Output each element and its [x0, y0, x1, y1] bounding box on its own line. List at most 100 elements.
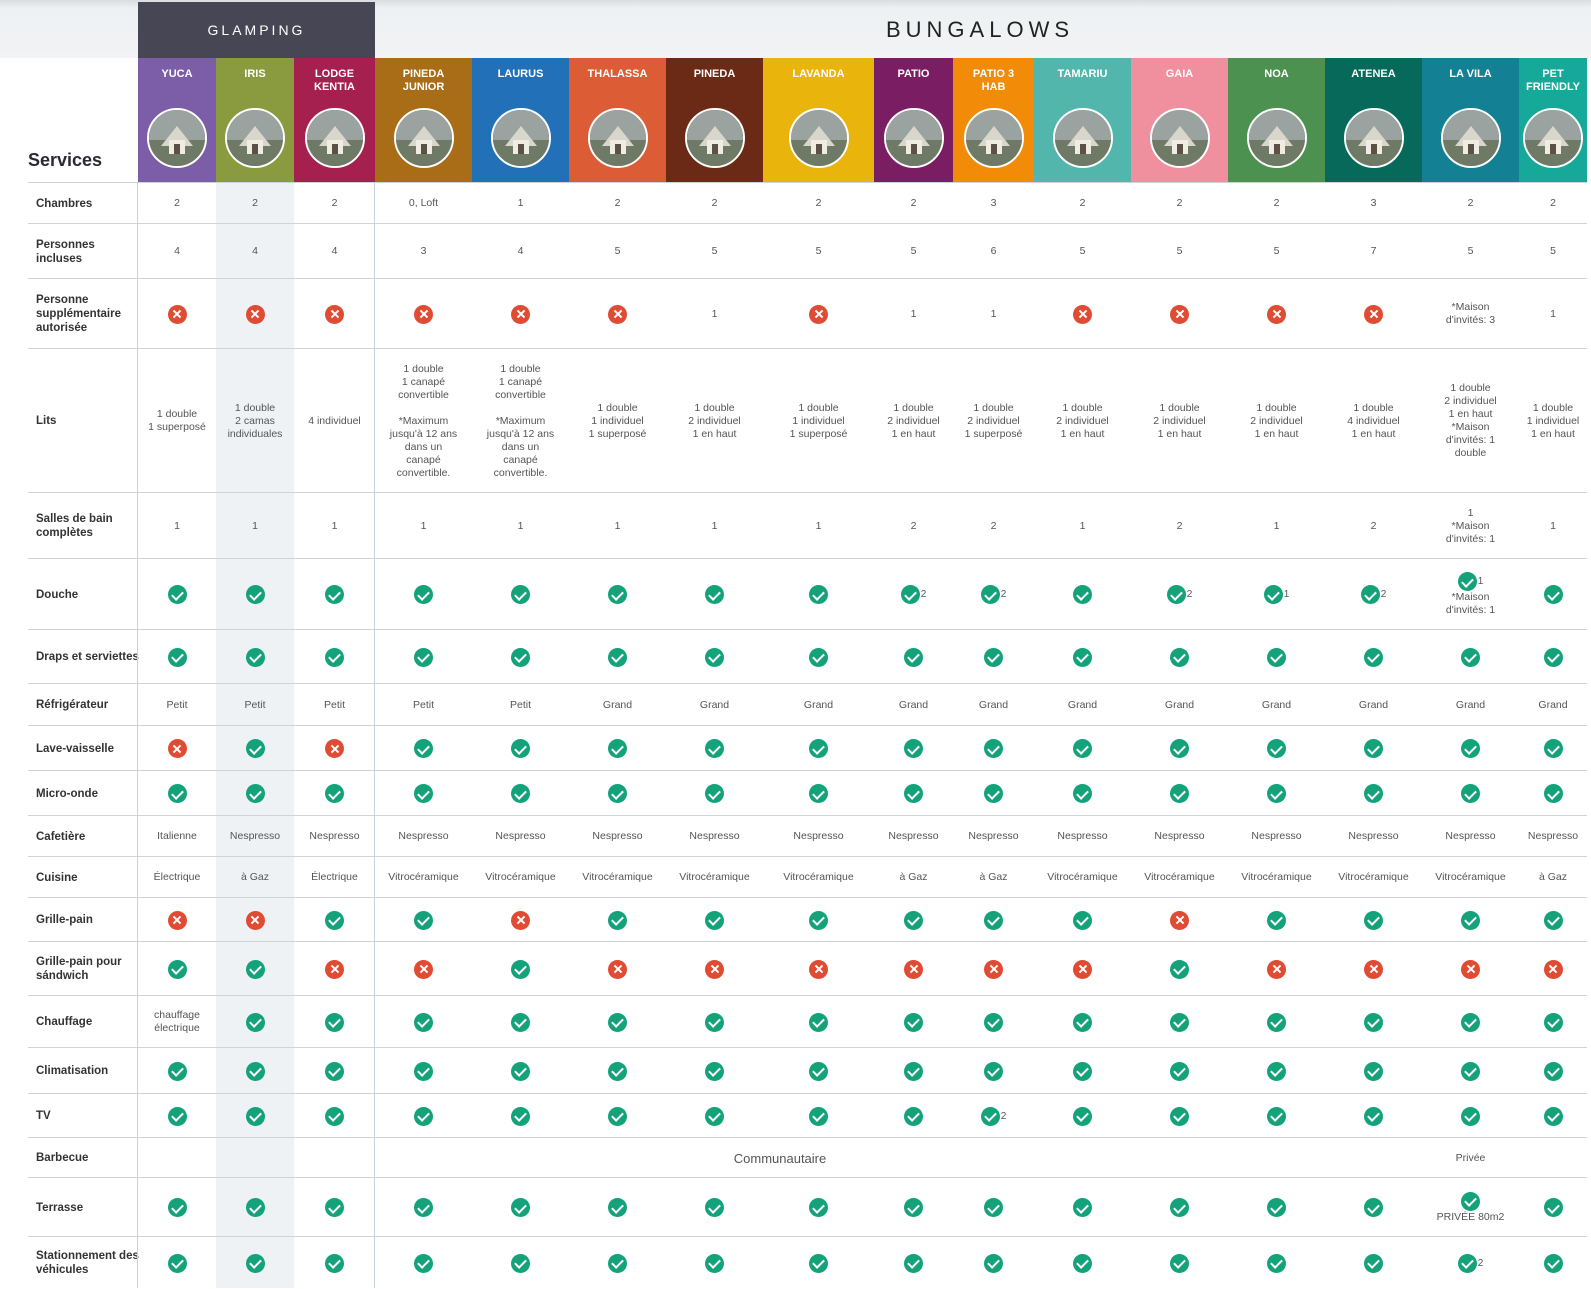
accommodation-photo[interactable] [225, 108, 285, 168]
column-header-4[interactable]: LAURUS [472, 58, 569, 182]
table-cell [1228, 1094, 1325, 1138]
column-header-12[interactable]: NOA [1228, 58, 1325, 182]
column-header-15[interactable]: PET FRIENDLY [1519, 58, 1587, 182]
table-cell [1034, 630, 1131, 684]
accommodation-photo[interactable] [963, 108, 1024, 168]
column-header-5[interactable]: THALASSA [569, 58, 666, 182]
check-icon [325, 1253, 344, 1273]
table-cell [294, 1237, 375, 1289]
table-cell [666, 1178, 763, 1237]
accommodation-photo[interactable] [393, 108, 454, 168]
table-cell: 2 [953, 559, 1034, 630]
table-cell [216, 771, 294, 816]
column-header-8[interactable]: PATIO [874, 58, 953, 182]
barbecue-private-value: Privée [1455, 1151, 1486, 1164]
count-label: 2 [1477, 1257, 1484, 1269]
column-header-10[interactable]: TAMARIU [1034, 58, 1131, 182]
check-icon [1364, 1106, 1383, 1126]
table-cell [138, 726, 216, 771]
table-cell [294, 1094, 375, 1138]
table-cell [1131, 1048, 1228, 1094]
check-icon [705, 1061, 724, 1081]
table-cell [569, 898, 666, 942]
column-divider [137, 182, 138, 1288]
table-cell: *Maison d'invités: 3 [1445, 301, 1496, 326]
table-cell [763, 942, 874, 996]
table-cell: 5 [1176, 245, 1183, 257]
accommodation-photo[interactable] [1052, 108, 1113, 168]
table-cell: 5 [815, 245, 822, 257]
column-header-6[interactable]: PINEDA [666, 58, 763, 182]
table-cell: 6 [990, 245, 997, 257]
row-label: Draps et serviettes [36, 651, 139, 663]
check-icon [904, 1012, 923, 1032]
column-header-2[interactable]: LODGE KENTIA [294, 58, 375, 182]
accommodation-photo[interactable] [684, 108, 745, 168]
table-cell [1131, 771, 1228, 816]
cross-icon [325, 959, 344, 979]
accommodation-photo[interactable] [147, 108, 207, 168]
check-icon [325, 585, 344, 604]
accommodation-photo[interactable] [1440, 108, 1501, 168]
column-header-11[interactable]: GAIA [1131, 58, 1228, 182]
table-cell [569, 726, 666, 771]
table-cell [1228, 942, 1325, 996]
column-header-9[interactable]: PATIO 3 HAB [953, 58, 1034, 182]
accommodation-photo[interactable] [1246, 108, 1307, 168]
accommodation-photo[interactable] [587, 108, 648, 168]
table-cell [953, 771, 1034, 816]
table-cell [666, 771, 763, 816]
table-cell [953, 726, 1034, 771]
check-icon [1267, 739, 1286, 758]
column-name: LA VILA [1449, 68, 1492, 80]
table-cell [138, 279, 216, 349]
check-icon [1073, 1198, 1092, 1217]
check-icon [608, 1061, 627, 1081]
column-header-14[interactable]: LA VILA [1422, 58, 1519, 182]
table-cell: 3 [420, 245, 427, 257]
table-cell [953, 898, 1034, 942]
table-cell [763, 1048, 874, 1094]
accommodation-photo[interactable] [1343, 108, 1404, 168]
check-icon [1073, 739, 1092, 758]
table-cell [1228, 1048, 1325, 1094]
row-label: Micro-onde [36, 787, 98, 800]
check-icon [414, 647, 433, 667]
accommodation-photo[interactable] [883, 108, 944, 168]
table-cell [216, 630, 294, 684]
column-header-1[interactable]: IRIS [216, 58, 294, 182]
table-cell [1422, 898, 1519, 942]
check-icon [511, 959, 530, 979]
cross-icon [1267, 959, 1286, 979]
table-cell [1519, 942, 1587, 996]
accommodation-photo[interactable] [1523, 108, 1583, 168]
table-cell: 1 double 2 individuel 1 en haut *Maison … [1444, 382, 1497, 459]
table-cell: 2 [990, 519, 997, 532]
column-header-0[interactable]: YUCA [138, 58, 216, 182]
column-header-3[interactable]: PINEDA JUNIOR [375, 58, 472, 182]
check-icon [1543, 1253, 1563, 1273]
accommodation-photo[interactable] [1149, 108, 1210, 168]
count-label: 1 [1283, 589, 1290, 600]
check-icon [608, 1198, 627, 1217]
table-cell [1131, 630, 1228, 684]
column-header-13[interactable]: ATENEA [1325, 58, 1422, 182]
row-label: Réfrigérateur [36, 699, 109, 711]
column-header-7[interactable]: LAVANDA [763, 58, 874, 182]
cross-icon [414, 304, 433, 324]
table-cell: Grand [978, 698, 1009, 711]
table-cell [1519, 726, 1587, 771]
table-cell: 2 [252, 197, 258, 209]
check-icon [1457, 572, 1477, 591]
table-cell [1325, 630, 1422, 684]
table-cell [294, 898, 375, 942]
table-cell [1325, 1094, 1422, 1138]
accommodation-photo[interactable] [304, 108, 365, 168]
note-text: *Maison d'invités: 1 [1445, 591, 1496, 616]
table-cell [1034, 942, 1131, 996]
check-icon [1364, 1061, 1383, 1081]
check-icon [167, 1106, 187, 1126]
accommodation-photo[interactable] [788, 108, 849, 168]
accommodation-photo[interactable] [490, 108, 551, 168]
table-cell: Vitrocéramique [1047, 871, 1118, 883]
